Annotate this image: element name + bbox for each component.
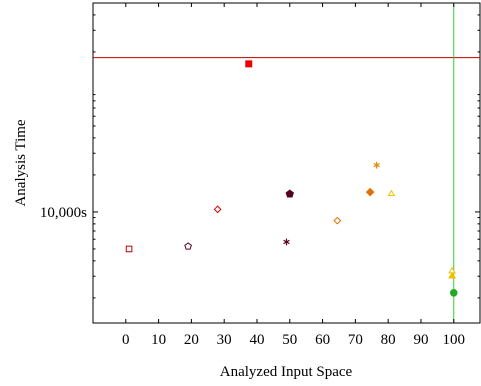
data-point-asterisk (373, 161, 380, 169)
data-point-asterisk (283, 238, 290, 246)
x-tick-label: 30 (217, 332, 232, 348)
plot-frame (92, 2, 481, 324)
data-point-diamond-open (213, 205, 222, 214)
data-point-triangle-open (387, 189, 396, 197)
x-tick-label: 90 (413, 332, 428, 348)
data-point-diamond-filled (365, 187, 375, 197)
data-point-circle-filled (449, 289, 458, 297)
data-point-square-open (125, 245, 133, 253)
x-tick-label: 20 (184, 332, 199, 348)
data-point-diamond-open (333, 216, 342, 225)
data-point-triangle-filled (448, 271, 457, 279)
x-tick-label: 50 (282, 332, 297, 348)
x-axis-title: Analyzed Input Space (220, 364, 353, 380)
reference-lines (93, 3, 480, 323)
x-tick-label: 60 (315, 332, 330, 348)
x-tick-label: 100 (443, 332, 466, 348)
y-tick-label: 10,000s (40, 205, 87, 221)
data-point-pentagon-open (184, 242, 192, 250)
x-tick-label: 10 (151, 332, 166, 348)
x-tick-label: 0 (122, 332, 130, 348)
x-axis-ticks: 0 10 20 30 40 50 60 70 80 90 100 (122, 3, 465, 348)
x-tick-label: 70 (348, 332, 363, 348)
data-point-square-filled (245, 60, 253, 68)
y-axis-ticks: 10,000s (40, 14, 480, 299)
data-point-pentagon-filled (285, 189, 294, 198)
asterisk-stroke (373, 162, 380, 168)
asterisk-stroke (283, 239, 290, 245)
data-points (125, 60, 458, 297)
x-tick-label: 40 (249, 332, 264, 348)
y-axis-title: Analysis Time (13, 119, 29, 206)
x-tick-label: 80 (381, 332, 396, 348)
